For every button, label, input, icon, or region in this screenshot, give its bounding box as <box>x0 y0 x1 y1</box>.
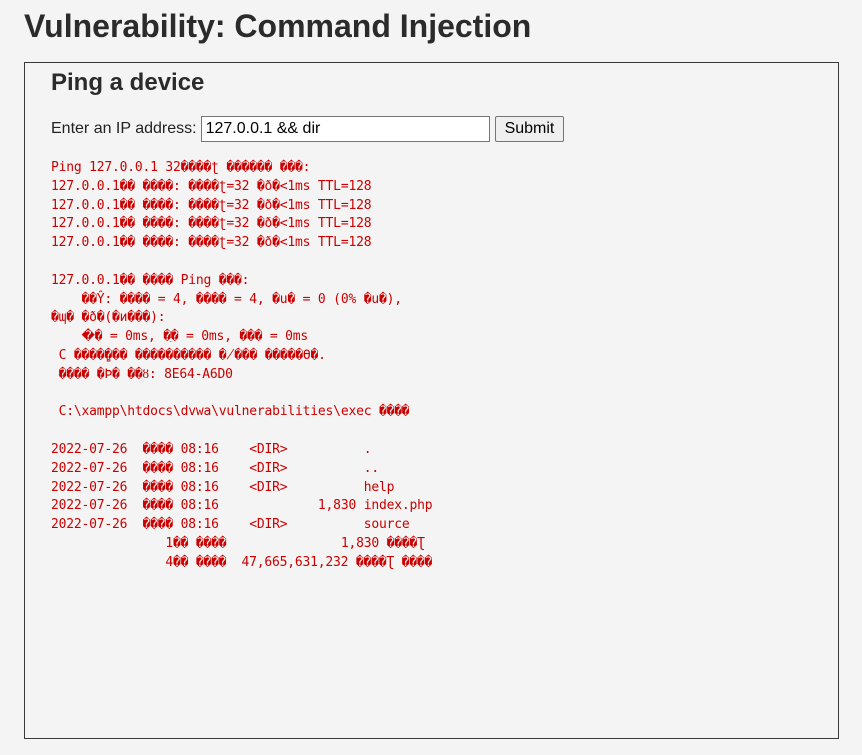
command-output: Ping 127.0.0.1 32����ʈ ������ ���: 127.0.… <box>51 159 432 573</box>
output-line: 2022-07-26 ���� 08:16 <DIR> help <box>51 479 432 498</box>
output-line <box>51 385 432 404</box>
output-line: 4�� ���͸� 47,665,631,232 ����Ʈ ���� <box>51 554 432 573</box>
output-line: 1�� ���� 1,830 ����Ʈ <box>51 535 432 554</box>
ping-form: Enter an IP address: Submit <box>51 116 564 142</box>
output-line: 2022-07-26 ���� 08:16 1,830 index.php <box>51 497 432 516</box>
ip-address-input[interactable] <box>201 116 490 142</box>
output-line: C:\xampp\htdocs\dvwa\vulnerabilities\exe… <box>51 403 432 422</box>
panel-title: Ping a device <box>51 69 204 97</box>
output-line: ���� �Ϸ� ��ȣ: 8E64-A6D0 <box>51 366 432 385</box>
output-line: Ping 127.0.0.1 32����ʈ ������ ���: <box>51 159 432 178</box>
output-line: �պ� �ð�(�и���): <box>51 309 432 328</box>
output-line <box>51 422 432 441</box>
output-line: 127.0.0.1�� ����: ����ʈ=32 �ð�<1ms TTL=1… <box>51 178 432 197</box>
output-line: 2022-07-26 ���� 08:16 <DIR> .. <box>51 460 432 479</box>
output-line: 127.0.0.1�� ����: ����ʈ=32 �ð�<1ms TTL=1… <box>51 197 432 216</box>
submit-button[interactable]: Submit <box>495 116 565 142</box>
ping-panel: Ping a device Enter an IP address: Submi… <box>24 62 839 739</box>
output-line <box>51 253 432 272</box>
output-line: ��Ŷ: ���� = 4, ���� = 4, �ս� = 0 (0% �ս�… <box>51 291 432 310</box>
page-title: Vulnerability: Command Injection <box>24 8 531 45</box>
output-line: 2022-07-26 ���� 08:16 <DIR> source <box>51 516 432 535</box>
output-line: 127.0.0.1�� ����: ����ʈ=32 �ð�<1ms TTL=1… <box>51 234 432 253</box>
output-line: �ּ� = 0ms, �ִ� = 0ms, ��� = 0ms <box>51 328 432 347</box>
ip-address-label: Enter an IP address: <box>51 120 197 138</box>
output-line: 127.0.0.1�� ����: ����ʈ=32 �ð�<1ms TTL=1… <box>51 215 432 234</box>
output-line: C ����̺��� ���������� �̸��� �����ϴ�. <box>51 347 432 366</box>
output-line: 2022-07-26 ���� 08:16 <DIR> . <box>51 441 432 460</box>
output-line: 127.0.0.1�� ���� Ping ���: <box>51 272 432 291</box>
